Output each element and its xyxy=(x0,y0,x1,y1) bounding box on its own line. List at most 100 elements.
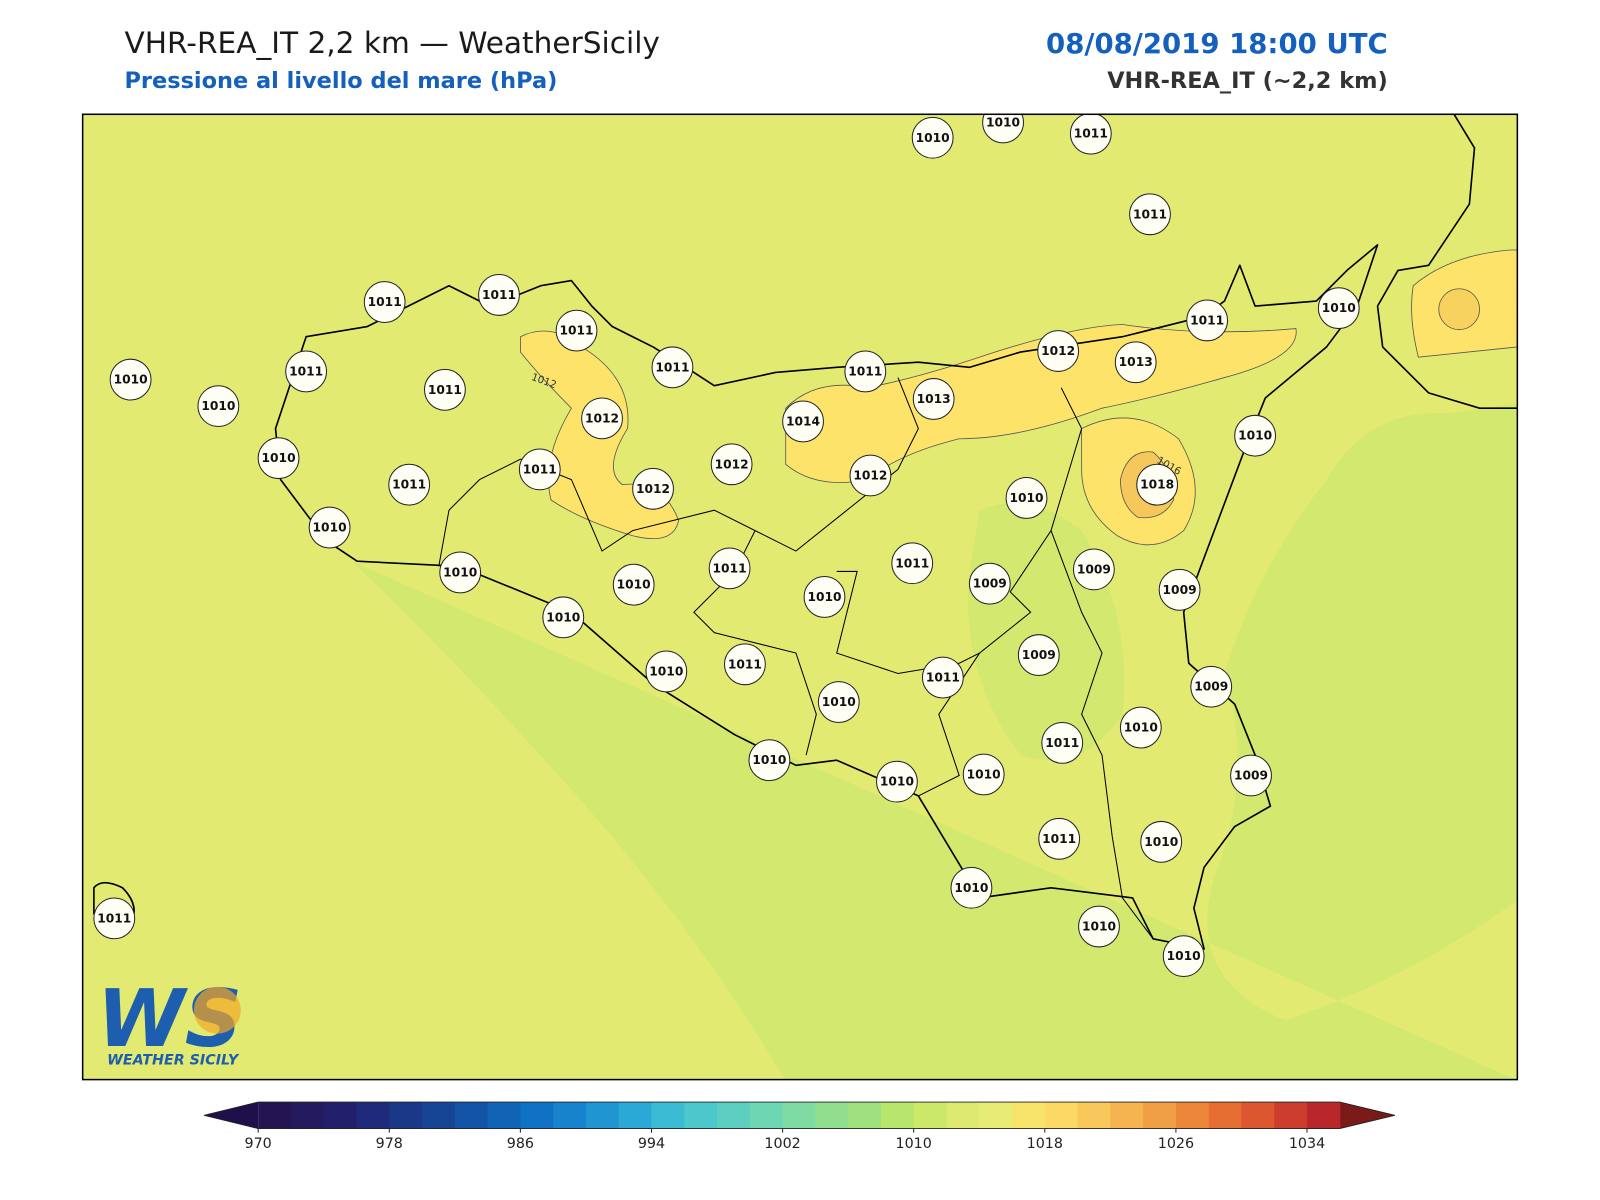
station-marker xyxy=(632,467,674,510)
station: 1011 xyxy=(708,547,751,590)
colorbar-tick-label: 1002 xyxy=(764,1136,800,1152)
colorbar-bin xyxy=(553,1102,587,1129)
station-marker xyxy=(285,350,328,393)
station-value: 1012 xyxy=(1041,344,1075,358)
station-value: 1010 xyxy=(1082,920,1116,934)
station-marker xyxy=(911,116,954,159)
station-marker xyxy=(363,281,406,323)
station-marker xyxy=(1017,634,1060,677)
station-value: 1011 xyxy=(428,383,462,397)
station: 1011 xyxy=(1038,817,1081,860)
station-marker xyxy=(921,656,964,699)
station-value: 1009 xyxy=(1163,583,1197,597)
colorbar-bin xyxy=(1012,1102,1046,1129)
station: 1010 xyxy=(1162,935,1205,978)
station: 1009 xyxy=(1017,634,1060,677)
colorbar-tick-label: 1018 xyxy=(1027,1136,1063,1152)
station: 1010 xyxy=(803,576,846,618)
map-frame xyxy=(81,113,1519,1081)
station-marker xyxy=(197,385,240,428)
station-marker xyxy=(1317,287,1360,330)
colorbar-bin xyxy=(1143,1102,1177,1129)
colorbar-tick-label: 1034 xyxy=(1289,1136,1325,1152)
station-value: 1011 xyxy=(559,324,593,338)
station-value: 1010 xyxy=(916,131,950,145)
station: 1011 xyxy=(478,273,520,316)
station-value: 1014 xyxy=(786,414,820,428)
station-marker xyxy=(982,114,1024,144)
station-value: 1011 xyxy=(1045,736,1079,750)
station-marker xyxy=(581,397,623,440)
station-value: 1011 xyxy=(728,657,762,671)
station: 1010 xyxy=(817,681,860,723)
colorbar-bin xyxy=(913,1102,947,1129)
station-marker xyxy=(1129,193,1171,236)
station-marker xyxy=(423,368,466,411)
calabria-coastline xyxy=(1376,114,1518,409)
colorbar-tick-label: 978 xyxy=(376,1136,403,1152)
station-value: 1011 xyxy=(523,462,557,476)
station-value: 1011 xyxy=(848,364,882,378)
high-pressure-core xyxy=(1438,288,1480,330)
station: 1011 xyxy=(363,281,406,323)
station: 1011 xyxy=(1069,114,1112,155)
station: 1010 xyxy=(645,650,688,693)
station-marker xyxy=(748,739,791,782)
station-marker xyxy=(308,506,351,549)
station: 1009 xyxy=(968,562,1011,605)
station-marker xyxy=(1119,706,1162,749)
colorbar-extend-low xyxy=(204,1102,259,1129)
station: 1011 xyxy=(844,350,887,393)
station-value: 1011 xyxy=(97,911,131,925)
station-value: 1009 xyxy=(1022,648,1056,662)
title: VHR-REA_IT 2,2 km — WeatherSicily xyxy=(124,26,659,60)
colorbar-bin xyxy=(618,1102,652,1129)
colorbar-bin xyxy=(520,1102,554,1129)
station: 1010 xyxy=(876,760,918,803)
station-value: 1009 xyxy=(1194,680,1228,694)
station-value: 1013 xyxy=(1119,355,1153,369)
station-marker xyxy=(891,542,934,585)
colorbar-bin xyxy=(848,1102,882,1129)
colorbar-bin xyxy=(979,1102,1013,1129)
station-marker xyxy=(1069,114,1112,155)
station-marker xyxy=(1038,817,1081,860)
station: 1010 xyxy=(1317,287,1360,330)
station-value: 1010 xyxy=(1144,835,1178,849)
colorbar-bin xyxy=(782,1102,816,1129)
station: 1010 xyxy=(439,551,482,594)
station-marker xyxy=(651,346,694,389)
station: 1011 xyxy=(93,897,136,940)
station-marker xyxy=(968,562,1011,605)
station-marker xyxy=(1114,341,1157,384)
logo-text: WEATHER SICILY xyxy=(107,1052,240,1068)
station-value: 1011 xyxy=(1074,127,1108,141)
station-marker xyxy=(710,443,753,486)
station-marker xyxy=(844,350,887,393)
station-value: 1012 xyxy=(715,457,749,471)
station: 1014 xyxy=(782,400,824,443)
station-value: 1011 xyxy=(926,671,960,685)
station-marker xyxy=(109,358,152,401)
colorbar-bin xyxy=(1110,1102,1144,1129)
station-marker xyxy=(1005,477,1048,519)
colorbar-tick-label: 986 xyxy=(507,1136,534,1152)
station-marker xyxy=(1140,820,1183,863)
station-value: 1011 xyxy=(1190,313,1224,327)
station-marker xyxy=(1186,299,1229,342)
colorbar-bin xyxy=(1175,1102,1210,1129)
station-value: 1010 xyxy=(822,695,856,709)
colorbar-bin xyxy=(258,1102,292,1129)
station: 1011 xyxy=(1129,193,1171,236)
station-value: 1009 xyxy=(1077,562,1111,576)
station-marker xyxy=(803,576,846,618)
station: 1012 xyxy=(849,454,892,497)
colorbar-bin xyxy=(1208,1102,1242,1129)
station-value: 1010 xyxy=(443,565,477,579)
station: 1010 xyxy=(962,753,1005,796)
station-value: 1010 xyxy=(649,664,683,678)
colorbar-bin xyxy=(323,1102,358,1129)
station: 1011 xyxy=(423,368,466,411)
station: 1013 xyxy=(912,378,955,420)
station: 1010 xyxy=(257,437,300,480)
